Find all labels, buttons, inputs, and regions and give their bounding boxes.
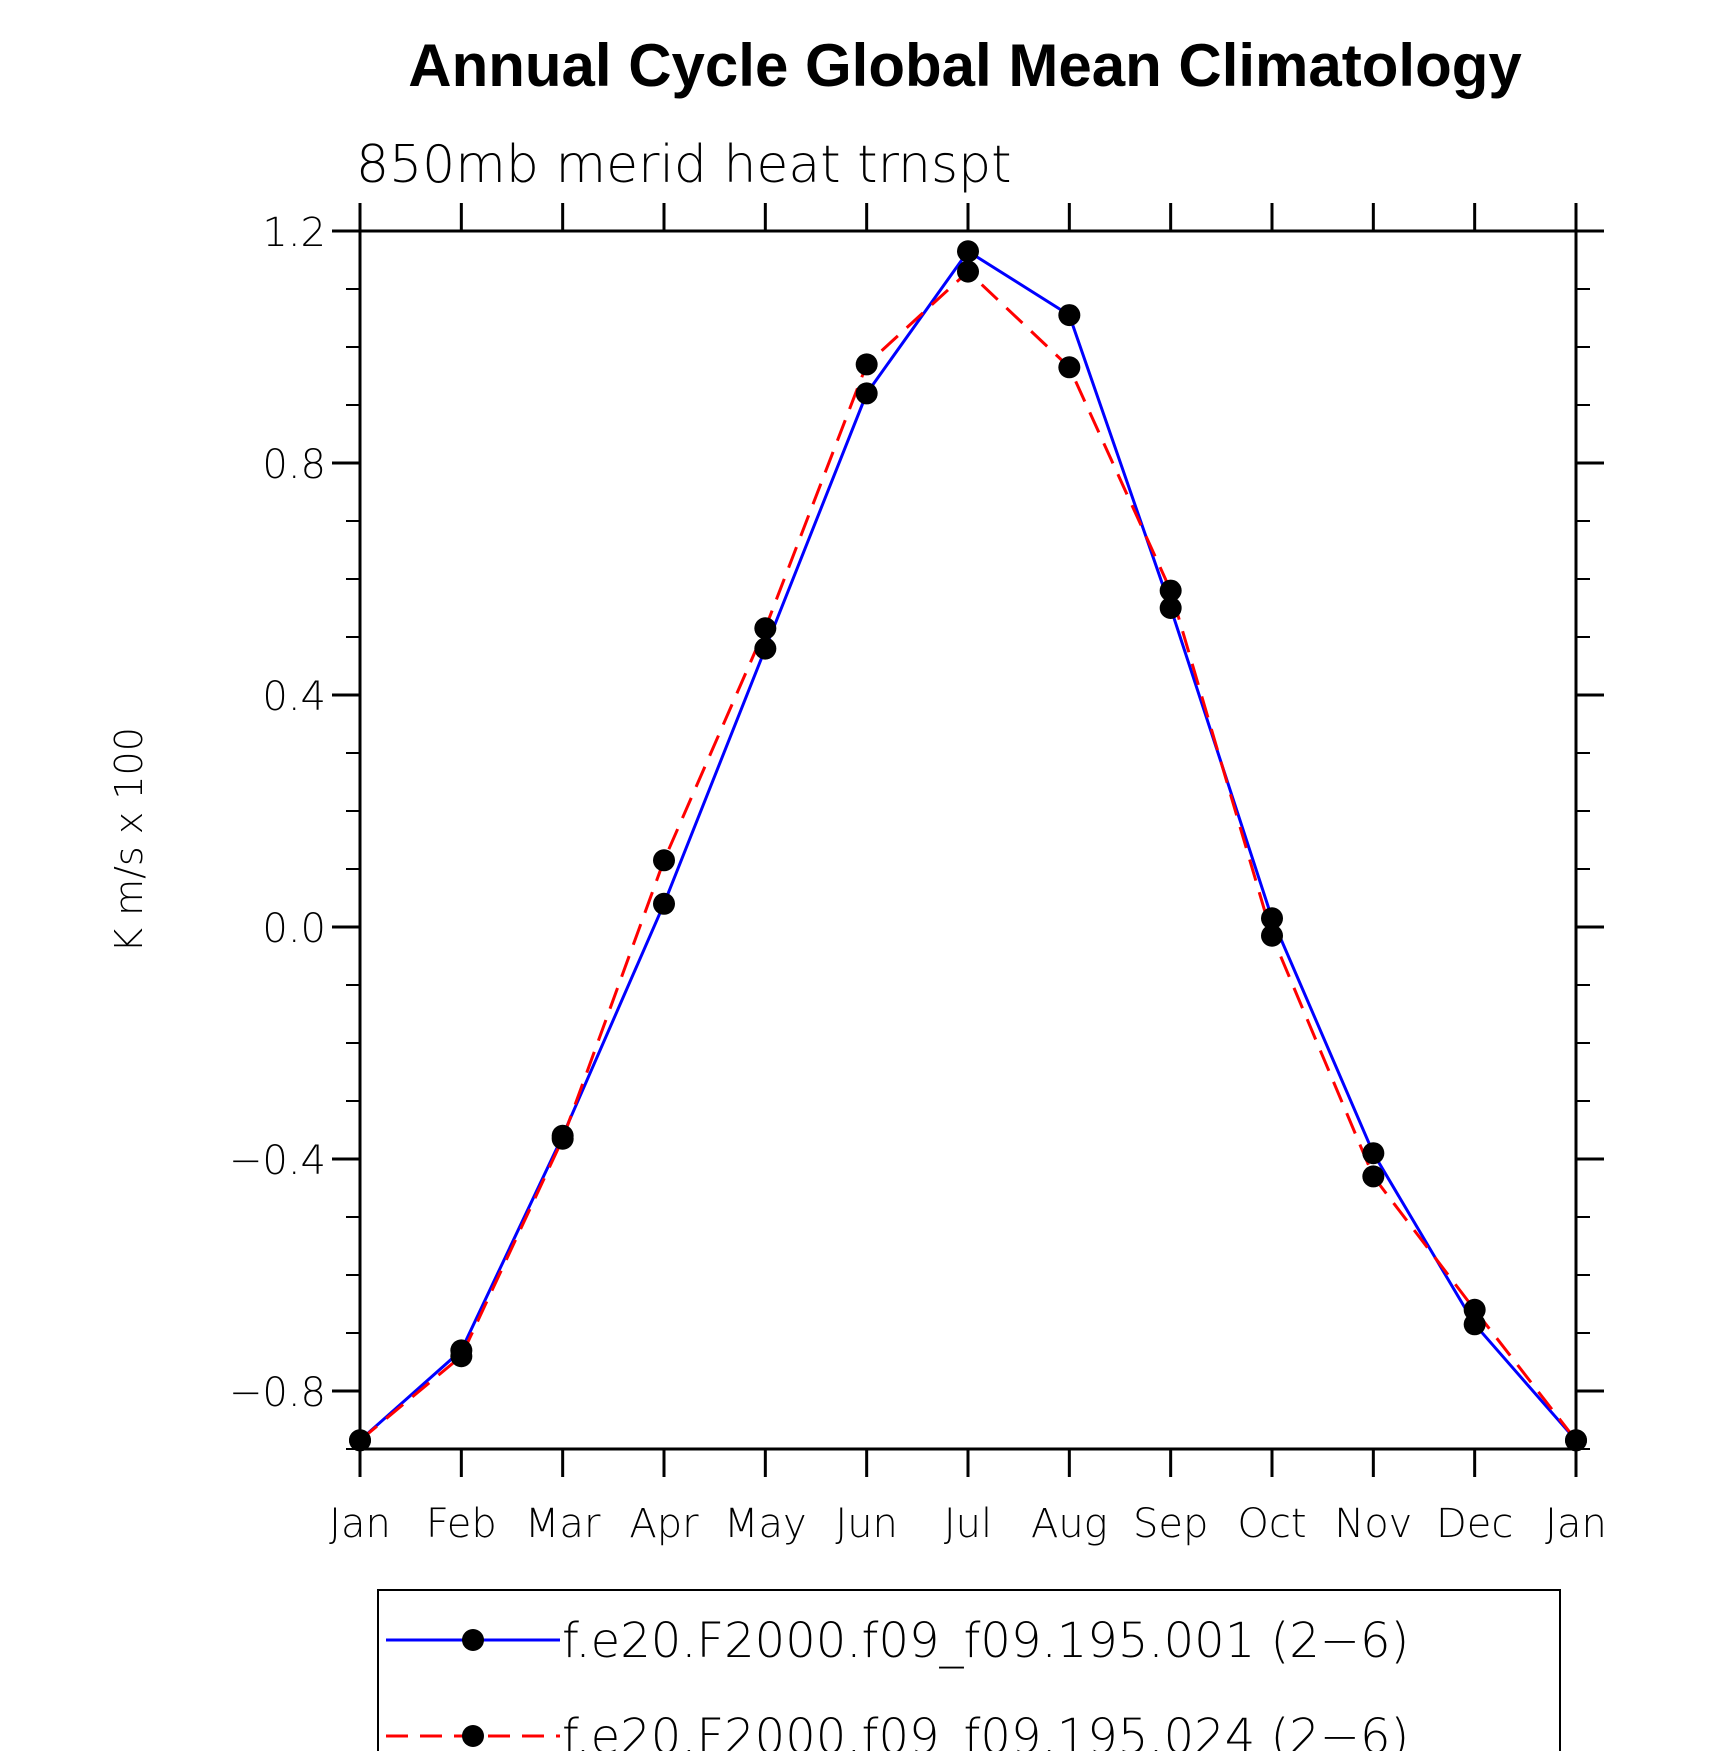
x-tick-label: Sep	[1133, 1501, 1208, 1547]
y-tick-label: −0.4	[229, 1138, 326, 1184]
data-point-series-2	[1058, 356, 1081, 379]
y-tick-label: 0.8	[262, 442, 326, 488]
legend-marker-series-2	[462, 1725, 484, 1747]
x-tick-label: Apr	[629, 1501, 699, 1547]
y-tick-label: 0.4	[262, 674, 326, 720]
data-point-series-1	[1362, 1142, 1385, 1165]
chart-subtitle: 850mb merid heat trnspt	[356, 135, 1011, 195]
x-tick-label: Oct	[1237, 1501, 1306, 1547]
legend-label-series-2: f.e20.F2000.f09_f09.195.024 (2−6)	[562, 1709, 1409, 1751]
legend-box	[377, 1589, 1561, 1751]
y-axis-label: K m/s x 100	[107, 727, 151, 953]
data-point-series-2	[1565, 1429, 1587, 1452]
plot-frame	[358, 229, 1578, 1451]
y-tick-label: 0.0	[262, 906, 326, 952]
legend-label-series-1: f.e20.F2000.f09_f09.195.001 (2−6)	[562, 1613, 1409, 1669]
x-tick-label: Feb	[426, 1501, 497, 1547]
data-point-series-2	[855, 353, 878, 376]
legend: f.e20.F2000.f09_f09.195.001 (2−6) f.e20.…	[377, 1589, 1561, 1751]
x-tick-label: Nov	[1334, 1501, 1412, 1547]
series-line-1	[359, 249, 1578, 1442]
x-tick-label: Jul	[944, 1501, 992, 1547]
x-tick-label: Jun	[835, 1501, 898, 1547]
data-point-series-1	[754, 637, 777, 660]
data-point-series-1	[1261, 907, 1283, 930]
data-point-series-1	[1159, 597, 1182, 619]
data-point-series-2	[551, 1127, 574, 1150]
chart-title: Annual Cycle Global Mean Climatology	[408, 32, 1522, 99]
x-tick-label: Jan	[329, 1501, 391, 1547]
data-point-series-2	[450, 1345, 473, 1368]
data-point-series-2	[1463, 1298, 1486, 1321]
data-point-series-2	[653, 849, 675, 872]
data-point-series-2	[957, 260, 979, 283]
data-point-series-1	[957, 240, 979, 263]
y-tick-label: −0.8	[229, 1370, 326, 1416]
data-point-series-1	[653, 892, 675, 915]
y-tick-label: 1.2	[262, 210, 326, 256]
data-point-series-1	[1058, 304, 1081, 327]
series-line-2	[359, 269, 1578, 1442]
axes-layer: Jan Feb Mar Apr May Jun Jul Aug Sep Oct Nov Dec Jan −…	[229, 203, 1607, 1547]
series-layer	[349, 240, 1587, 1452]
x-tick-label: Aug	[1031, 1501, 1108, 1547]
data-point-series-2	[1159, 579, 1182, 602]
data-point-series-2	[754, 617, 777, 640]
x-tick-label: May	[724, 1501, 807, 1547]
x-tick-label: Mar	[525, 1501, 601, 1547]
legend-marker-series-1	[462, 1629, 484, 1651]
x-tick-label: Jan	[1545, 1501, 1607, 1547]
data-point-series-2	[1261, 924, 1283, 947]
data-point-series-2	[1362, 1165, 1385, 1188]
data-point-series-2	[349, 1429, 371, 1452]
data-point-series-1	[855, 382, 878, 405]
x-tick-label: Dec	[1436, 1501, 1513, 1547]
